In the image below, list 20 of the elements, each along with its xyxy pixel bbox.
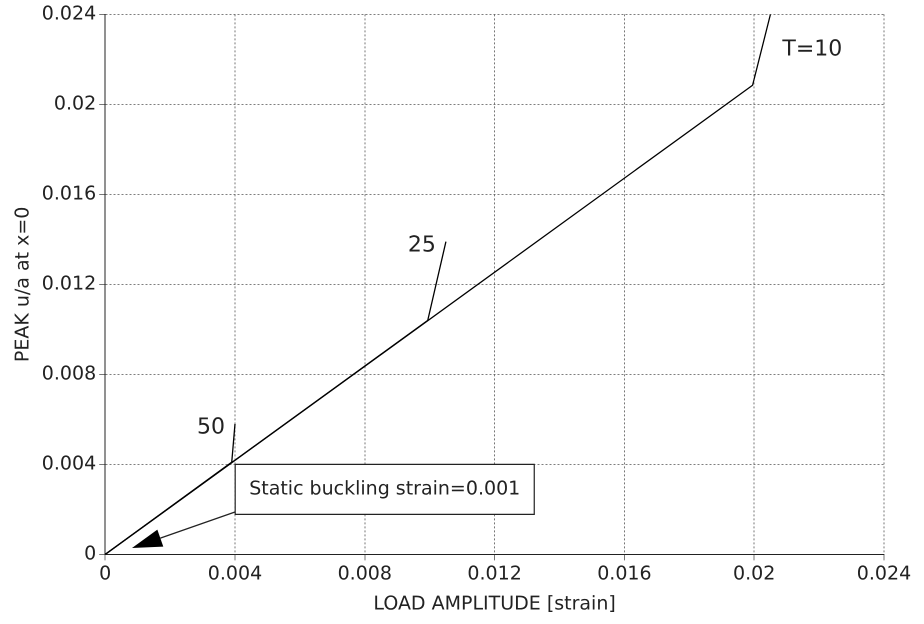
y-tick-label: 0.012 xyxy=(42,272,96,294)
x-tick-label: 0 xyxy=(99,562,112,585)
y-tick-label: 0.004 xyxy=(42,452,96,474)
series-label: 50 xyxy=(196,414,225,440)
annotation: Static buckling strain=0.001 xyxy=(249,477,520,500)
y-tick-label: 0.024 xyxy=(42,2,96,24)
y-axis-title: PEAK u/a at x=0 xyxy=(11,206,34,362)
y-tick-label: 0.008 xyxy=(42,362,96,384)
y-tick-label: 0.016 xyxy=(42,182,96,204)
x-tick-label: 0.008 xyxy=(338,562,392,585)
x-axis-title: LOAD AMPLITUDE [strain] xyxy=(373,592,616,615)
series-label: 25 xyxy=(408,232,436,258)
x-tick-label: 0.02 xyxy=(733,562,776,585)
x-tick-label: 0.016 xyxy=(597,562,652,585)
x-tick-label: 0.024 xyxy=(856,562,912,585)
x-tick-label: 0.012 xyxy=(467,562,522,585)
series-label: T=10 xyxy=(781,36,842,62)
y-tick-label: 0 xyxy=(84,542,96,564)
y-tick-label: 0.02 xyxy=(54,92,96,114)
x-tick-label: 0.004 xyxy=(208,562,262,585)
